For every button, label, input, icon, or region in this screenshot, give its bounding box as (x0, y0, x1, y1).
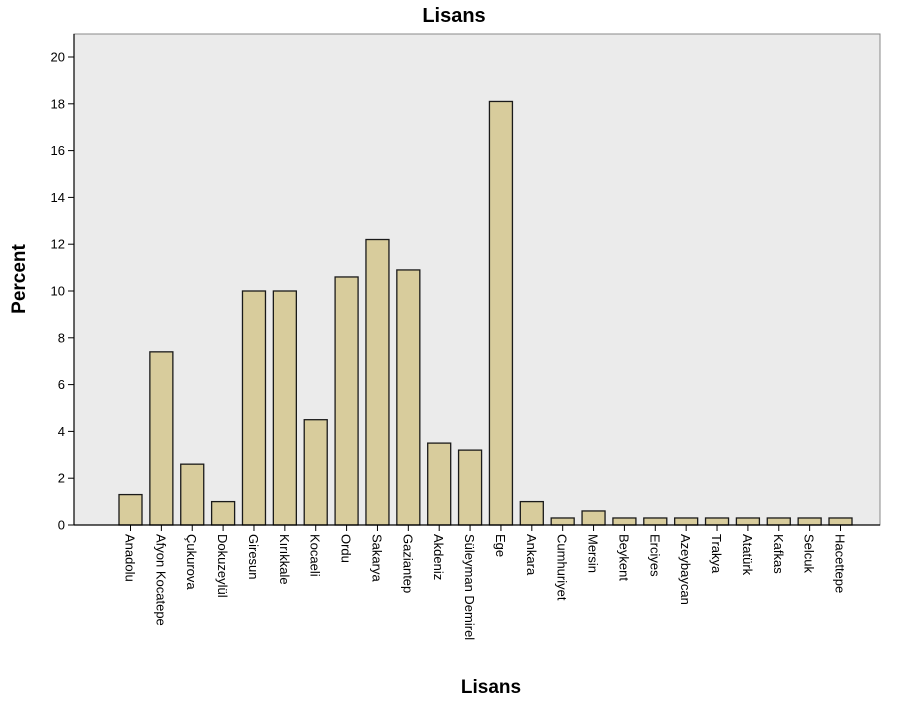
y-tick-label: 16 (51, 143, 65, 158)
bar (612, 517, 637, 526)
x-tick-label: Ankara (524, 534, 539, 576)
x-tick-label: Hacettepe (833, 534, 848, 593)
x-tick-label: Ege (493, 534, 508, 557)
x-tick-label: Cumhuriyet (555, 534, 570, 601)
bar (334, 276, 359, 526)
bar (149, 351, 174, 526)
x-tick-label: Kırıkkale (277, 534, 292, 585)
x-tick-label: Mersin (586, 534, 601, 573)
x-tick-label: Azeybaycan (678, 534, 693, 605)
bar (396, 269, 421, 526)
y-axis-label: Percent (9, 243, 30, 313)
x-tick-label: Atatürk (740, 534, 755, 576)
bar (766, 517, 791, 526)
x-tick-label: Beykent (616, 534, 631, 581)
y-tick-label: 4 (58, 424, 65, 439)
x-tick-label: Erciyes (647, 534, 662, 577)
y-tick-label: 14 (51, 190, 65, 205)
bar (581, 510, 606, 526)
bar (365, 238, 390, 526)
y-axis-ticks: 0 2 4 6 8 10 12 14 16 18 20 (51, 50, 74, 533)
x-tick-label: Dokuzeylül (215, 534, 230, 598)
x-tick-label: Kafkas (771, 534, 786, 574)
x-tick-label: Sakarya (369, 534, 384, 582)
bar (118, 493, 143, 526)
bar (828, 517, 853, 526)
y-tick-label: 10 (51, 284, 65, 299)
x-tick-label: Selcuk (802, 534, 817, 574)
x-tick-label: Afyon Kocatepe (153, 534, 168, 626)
x-axis-ticks: Anadolu Afyon Kocatepe Çukurova Dokuzeylül G… (123, 525, 848, 640)
y-tick-label: 0 (58, 518, 65, 533)
bar (488, 100, 514, 526)
x-tick-label: Kocaeli (308, 534, 323, 577)
bar (797, 517, 822, 526)
bar (674, 517, 699, 526)
x-tick-label: Trakya (709, 534, 724, 574)
plot-area (73, 33, 881, 526)
x-tick-label: Giresun (246, 534, 261, 580)
y-tick-label: 6 (58, 377, 65, 392)
x-tick-label: Anadolu (123, 534, 138, 582)
y-tick-label: 12 (51, 237, 65, 252)
y-tick-label: 8 (58, 330, 65, 345)
x-tick-label: Ordu (339, 534, 354, 563)
y-tick-label: 18 (51, 96, 65, 111)
x-tick-label: Süleyman Demirel (462, 534, 477, 640)
bar (272, 290, 298, 526)
chart-title: Lisans (422, 5, 485, 27)
bar (643, 517, 668, 526)
bar (457, 449, 483, 526)
bar (519, 500, 544, 526)
bar (210, 500, 236, 526)
x-axis-label: Lisans (461, 677, 521, 698)
bar (550, 517, 575, 526)
bar (180, 463, 205, 526)
bar (303, 419, 328, 526)
bar (427, 442, 452, 526)
x-tick-label: Gaziantep (400, 534, 415, 593)
x-tick-label: Çukurova (184, 534, 199, 590)
x-tick-label: Akdeniz (431, 534, 446, 580)
y-tick-label: 20 (51, 50, 65, 65)
bar (241, 290, 267, 526)
bar (704, 517, 730, 526)
y-tick-label: 2 (58, 471, 65, 486)
bar (735, 517, 761, 526)
bars-group (118, 100, 853, 526)
